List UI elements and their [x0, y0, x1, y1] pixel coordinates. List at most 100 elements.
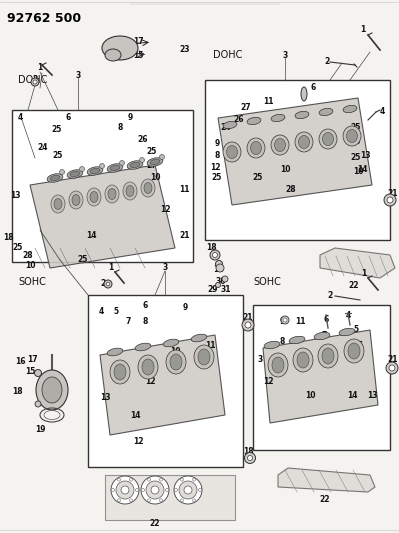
Text: 7: 7 — [125, 318, 131, 327]
Circle shape — [192, 478, 196, 481]
Ellipse shape — [107, 348, 123, 356]
Text: 12: 12 — [160, 206, 170, 214]
Bar — [205, 80, 390, 240]
Ellipse shape — [72, 195, 80, 206]
Circle shape — [59, 169, 65, 174]
Text: 4: 4 — [18, 114, 23, 123]
Text: 13: 13 — [10, 190, 20, 199]
Text: SOHC: SOHC — [18, 277, 46, 287]
Circle shape — [160, 478, 162, 481]
Ellipse shape — [343, 126, 361, 146]
Text: SOHC: SOHC — [253, 277, 281, 287]
Ellipse shape — [87, 167, 103, 175]
Ellipse shape — [272, 357, 284, 373]
Circle shape — [130, 478, 132, 481]
Ellipse shape — [301, 87, 307, 101]
Text: 2: 2 — [327, 292, 333, 301]
Text: 21: 21 — [180, 230, 190, 239]
Text: 17: 17 — [133, 37, 143, 46]
Circle shape — [116, 481, 134, 499]
Circle shape — [106, 282, 110, 286]
Text: 5: 5 — [358, 341, 363, 350]
Ellipse shape — [67, 169, 83, 178]
Ellipse shape — [346, 130, 358, 142]
Text: 3: 3 — [257, 356, 263, 365]
Circle shape — [130, 499, 132, 502]
Text: 13: 13 — [367, 391, 377, 400]
Ellipse shape — [275, 139, 286, 151]
Ellipse shape — [223, 142, 241, 162]
Ellipse shape — [108, 189, 116, 199]
Ellipse shape — [170, 354, 182, 370]
Ellipse shape — [147, 158, 163, 166]
Circle shape — [222, 276, 228, 282]
Ellipse shape — [90, 168, 100, 174]
Ellipse shape — [295, 132, 313, 152]
Circle shape — [111, 476, 139, 504]
Text: 12: 12 — [263, 377, 273, 386]
Text: 18: 18 — [213, 265, 223, 274]
Text: 25: 25 — [212, 174, 222, 182]
Text: 5: 5 — [354, 326, 359, 335]
Text: 31: 31 — [221, 285, 231, 294]
Text: 11: 11 — [179, 185, 189, 195]
Ellipse shape — [135, 343, 151, 351]
Ellipse shape — [69, 191, 83, 209]
Text: 11: 11 — [295, 318, 305, 327]
Circle shape — [104, 280, 112, 288]
Ellipse shape — [289, 336, 305, 344]
Text: 21: 21 — [388, 356, 398, 365]
Ellipse shape — [70, 171, 80, 176]
Text: 3: 3 — [282, 51, 288, 60]
Text: 24: 24 — [221, 124, 231, 133]
Text: 6: 6 — [323, 316, 329, 325]
Circle shape — [384, 194, 396, 206]
Text: 12: 12 — [133, 438, 143, 447]
Text: 15: 15 — [133, 51, 143, 60]
Ellipse shape — [126, 185, 134, 197]
Circle shape — [216, 264, 224, 272]
Text: 25: 25 — [78, 255, 88, 264]
Text: 1: 1 — [38, 63, 43, 72]
Text: 28: 28 — [23, 251, 33, 260]
Text: 4: 4 — [379, 108, 385, 117]
Text: 9: 9 — [127, 114, 132, 123]
Ellipse shape — [348, 343, 360, 359]
Polygon shape — [100, 335, 225, 435]
Ellipse shape — [271, 115, 285, 122]
Text: 14: 14 — [347, 391, 357, 400]
Circle shape — [111, 489, 115, 491]
Text: 9: 9 — [279, 318, 284, 327]
Ellipse shape — [90, 191, 98, 203]
Circle shape — [198, 489, 201, 491]
Text: 29: 29 — [208, 285, 218, 294]
Text: 2: 2 — [32, 76, 38, 85]
Ellipse shape — [344, 339, 364, 363]
Text: 10: 10 — [170, 348, 180, 357]
Ellipse shape — [293, 348, 313, 372]
Ellipse shape — [51, 195, 65, 213]
Ellipse shape — [264, 341, 280, 349]
Ellipse shape — [110, 360, 130, 384]
Ellipse shape — [42, 377, 62, 403]
Text: 16: 16 — [15, 358, 25, 367]
Text: 22: 22 — [349, 280, 359, 289]
Ellipse shape — [322, 133, 334, 146]
Text: 27: 27 — [147, 160, 157, 169]
Circle shape — [245, 453, 255, 464]
Text: DOHC: DOHC — [213, 50, 242, 60]
Ellipse shape — [251, 141, 261, 155]
Text: 8: 8 — [142, 318, 148, 327]
Text: 4: 4 — [346, 311, 351, 320]
Circle shape — [192, 499, 196, 502]
Ellipse shape — [107, 164, 123, 172]
Ellipse shape — [318, 344, 338, 368]
Ellipse shape — [163, 339, 179, 347]
Bar — [88, 295, 243, 467]
Text: 8: 8 — [279, 337, 285, 346]
Polygon shape — [263, 330, 378, 423]
Text: 1: 1 — [109, 263, 114, 272]
Ellipse shape — [127, 161, 143, 169]
Circle shape — [215, 282, 221, 287]
Text: 25: 25 — [253, 174, 263, 182]
